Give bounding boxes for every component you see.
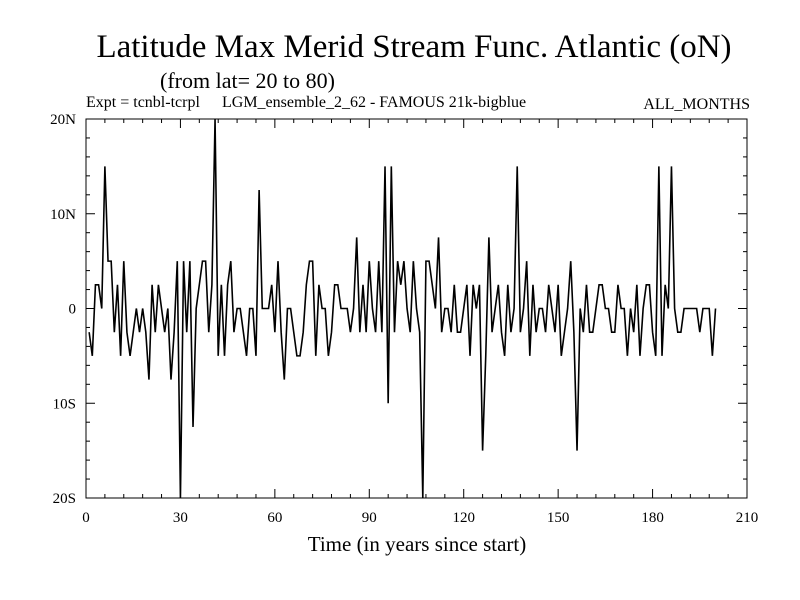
x-tick-label: 210	[736, 510, 759, 526]
x-tick-label: 90	[362, 510, 377, 526]
y-tick-label: 0	[69, 302, 77, 318]
x-tick-label: 60	[267, 510, 282, 526]
chart-subtitle: (from lat= 20 to 80)	[160, 68, 335, 93]
expt-label: Expt = tcnbl-tcrpl	[86, 94, 200, 111]
x-tick-label: 150	[547, 510, 570, 526]
y-tick-label: 20S	[53, 491, 76, 507]
x-tick-label: 180	[641, 510, 664, 526]
y-tick-label: 20N	[50, 112, 76, 128]
x-tick-label: 120	[452, 510, 475, 526]
y-tick-label: 10S	[53, 396, 76, 412]
x-tick-label: 0	[82, 510, 90, 526]
run-label: LGM_ensemble_2_62 - FAMOUS 21k-bigblue	[222, 94, 526, 111]
chart-title: Latitude Max Merid Stream Func. Atlantic…	[96, 29, 731, 65]
axis-tick-labels: 0 30 60 90 120 150 180 210 20N 10N 0 10S 20S	[50, 112, 758, 526]
series-layer	[88, 118, 717, 499]
x-tick-label: 30	[173, 510, 188, 526]
series-line	[88, 118, 717, 499]
x-axis-label: Time (in years since start)	[308, 532, 527, 556]
period-label: ALL_MONTHS	[643, 96, 750, 113]
y-tick-label: 10N	[50, 207, 76, 223]
axis-ticks	[85, 118, 748, 499]
